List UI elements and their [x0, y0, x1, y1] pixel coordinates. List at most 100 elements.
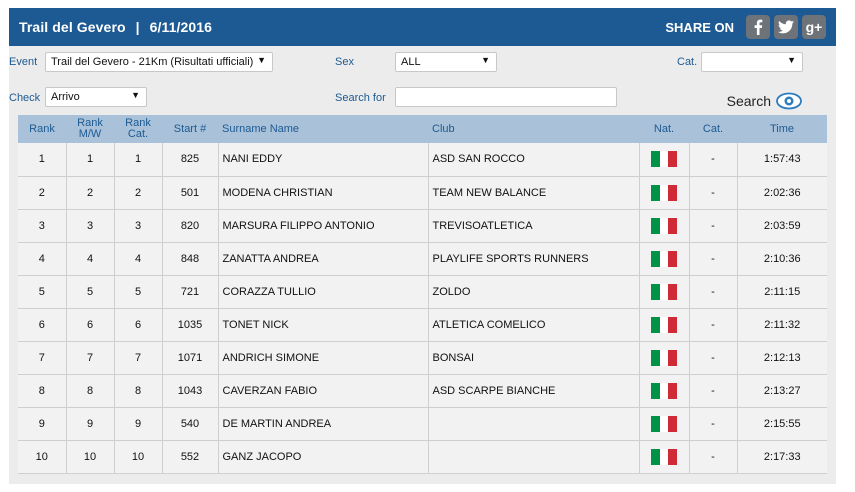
results-panel: Trail del Gevero | 6/11/2016 SHARE ON g+…: [9, 8, 836, 484]
nationality-cell: [639, 341, 690, 375]
club-cell: ASD SAN ROCCO: [428, 143, 640, 177]
time-cell: 2:03:59: [737, 209, 827, 243]
nationality-cell: [639, 407, 690, 441]
check-select[interactable]: Arrivo ▼: [45, 87, 147, 107]
search-button-label: Search: [726, 93, 771, 109]
athlete-name-cell: ZANATTA ANDREA: [218, 242, 429, 276]
rank-cell: 8: [18, 374, 67, 408]
category-cell: -: [689, 242, 738, 276]
category-cell: -: [689, 209, 738, 243]
category-cell: -: [689, 407, 738, 441]
table-row[interactable]: 1 1 1 825 NANI EDDY ASD SAN ROCCO -1:57:43: [18, 143, 827, 177]
time-cell: 1:57:43: [737, 143, 827, 177]
event-select-value: Trail del Gevero - 21Km (Risultati uffic…: [51, 56, 254, 68]
start-number-cell: 501: [162, 176, 219, 210]
chevron-down-icon: ▼: [787, 55, 796, 65]
rank-mw-cell: 1: [66, 143, 115, 177]
start-number-cell: 540: [162, 407, 219, 441]
title-separator: |: [135, 19, 140, 35]
results-body: 1 1 1 825 NANI EDDY ASD SAN ROCCO -1:57:43 2 2 2 5…: [18, 143, 827, 474]
rank-cat-cell: 1: [114, 143, 163, 177]
rank-cell: 10: [18, 440, 67, 474]
results-table-container: Rank Rank M/W Rank Cat. Start # Surname …: [18, 115, 827, 474]
rank-mw-cell: 2: [66, 176, 115, 210]
athlete-name-cell: CAVERZAN FABIO: [218, 374, 429, 408]
rank-cat-cell: 4: [114, 242, 163, 276]
italy-flag-icon: [651, 151, 678, 168]
rank-cat-cell: 6: [114, 308, 163, 342]
category-cell: -: [689, 143, 738, 177]
rank-cell: 5: [18, 275, 67, 309]
rank-cell: 3: [18, 209, 67, 243]
category-cell: -: [689, 374, 738, 408]
athlete-name-cell: TONET NICK: [218, 308, 429, 342]
time-cell: 2:11:32: [737, 308, 827, 342]
table-row[interactable]: 10 10 10 552 GANZ JACOPO -2:17:33: [18, 440, 827, 474]
table-row[interactable]: 3 3 3 820 MARSURA FILIPPO ANTONIO TREVISOATLE…: [18, 209, 827, 243]
table-row[interactable]: 9 9 9 540 DE MARTIN ANDREA -2:15:55: [18, 407, 827, 441]
rank-cell: 7: [18, 341, 67, 375]
start-number-cell: 848: [162, 242, 219, 276]
athlete-name-cell: DE MARTIN ANDREA: [218, 407, 429, 441]
rank-cat-cell: 2: [114, 176, 163, 210]
nationality-cell: [639, 275, 690, 309]
italy-flag-icon: [651, 382, 678, 399]
event-date: 6/11/2016: [149, 19, 212, 35]
rank-cell: 1: [18, 143, 67, 177]
nationality-cell: [639, 176, 690, 210]
italy-flag-icon: [651, 415, 678, 432]
facebook-icon[interactable]: [746, 15, 770, 39]
table-row[interactable]: 4 4 4 848 ZANATTA ANDREA PLAYLIFE SPORTS RUNN…: [18, 242, 827, 276]
table-row[interactable]: 8 8 8 1043 CAVERZAN FABIO ASD SCARPE BIANCHE -…: [18, 374, 827, 408]
club-cell: [428, 407, 640, 441]
athlete-name-cell: NANI EDDY: [218, 143, 429, 177]
rank-cat-cell: 3: [114, 209, 163, 243]
rank-mw-cell: 4: [66, 242, 115, 276]
time-cell: 2:12:13: [737, 341, 827, 375]
sex-select-value: ALL: [401, 56, 421, 68]
search-input[interactable]: [395, 87, 617, 107]
nationality-cell: [639, 308, 690, 342]
rank-mw-cell: 6: [66, 308, 115, 342]
athlete-name-cell: MODENA CHRISTIAN: [218, 176, 429, 210]
category-cell: -: [689, 275, 738, 309]
page-title: Trail del Gevero: [19, 19, 126, 35]
italy-flag-icon: [651, 283, 678, 300]
club-cell: TEAM NEW BALANCE: [428, 176, 640, 210]
start-number-cell: 1071: [162, 341, 219, 375]
athlete-name-cell: CORAZZA TULLIO: [218, 275, 429, 309]
column-header-rank-cat[interactable]: Rank Cat.: [114, 115, 162, 143]
italy-flag-icon: [651, 184, 678, 201]
category-cell: -: [689, 341, 738, 375]
rank-mw-cell: 8: [66, 374, 115, 408]
start-number-cell: 1043: [162, 374, 219, 408]
column-header-rank[interactable]: Rank: [18, 115, 66, 143]
search-button[interactable]: Search: [727, 92, 802, 110]
column-header-time[interactable]: Time: [737, 115, 827, 143]
event-select[interactable]: Trail del Gevero - 21Km (Risultati uffic…: [45, 52, 273, 72]
category-select[interactable]: ▼: [701, 52, 803, 72]
results-table: Rank Rank M/W Rank Cat. Start # Surname …: [18, 115, 827, 474]
rank-cell: 2: [18, 176, 67, 210]
column-header-club[interactable]: Club: [428, 115, 639, 143]
italy-flag-icon: [651, 448, 678, 465]
column-header-nat[interactable]: Nat.: [639, 115, 689, 143]
nationality-cell: [639, 242, 690, 276]
column-header-start[interactable]: Start #: [162, 115, 218, 143]
table-row[interactable]: 6 6 6 1035 TONET NICK ATLETICA COMELICO -2:11:…: [18, 308, 827, 342]
column-header-rank-mw[interactable]: Rank M/W: [66, 115, 114, 143]
share-label: SHARE ON: [665, 19, 734, 35]
table-row[interactable]: 7 7 7 1071 ANDRICH SIMONE BONSAI -2:12:13: [18, 341, 827, 375]
nationality-cell: [639, 143, 690, 177]
table-row[interactable]: 5 5 5 721 CORAZZA TULLIO ZOLDO -2:11:15: [18, 275, 827, 309]
column-header-name[interactable]: Surname Name: [218, 115, 428, 143]
rank-cell: 9: [18, 407, 67, 441]
table-row[interactable]: 2 2 2 501 MODENA CHRISTIAN TEAM NEW BALANCE -2…: [18, 176, 827, 210]
twitter-icon[interactable]: [774, 15, 798, 39]
athlete-name-cell: GANZ JACOPO: [218, 440, 429, 474]
check-label: Check: [9, 92, 41, 104]
table-header-row: Rank Rank M/W Rank Cat. Start # Surname …: [18, 115, 827, 143]
google-plus-icon[interactable]: g+: [802, 15, 826, 39]
sex-select[interactable]: ALL ▼: [395, 52, 497, 72]
column-header-cat[interactable]: Cat.: [689, 115, 737, 143]
